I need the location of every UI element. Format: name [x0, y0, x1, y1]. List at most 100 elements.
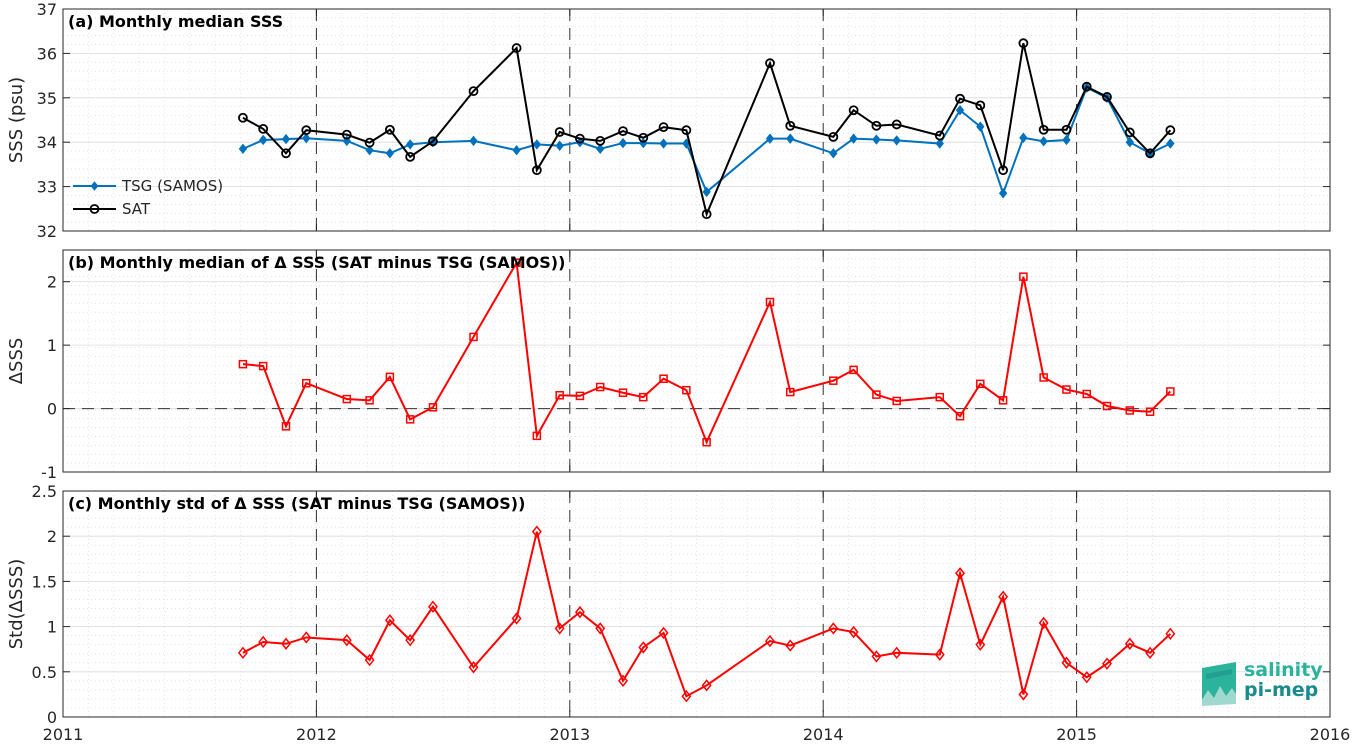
data-point [849, 365, 858, 375]
data-point [428, 403, 438, 412]
legend: TSG (SAMOS) SAT [73, 177, 223, 218]
data-point [935, 138, 944, 149]
logo-wave-icon [1202, 662, 1236, 706]
y-tick-label: 1 [47, 336, 57, 355]
data-point [1102, 401, 1112, 411]
data-point [405, 633, 416, 647]
x-tick-label: 2015 [1056, 725, 1097, 744]
data-point [1145, 407, 1155, 416]
data-point [701, 209, 712, 220]
data-point [281, 148, 291, 159]
data-point [1038, 616, 1049, 630]
data-point [872, 134, 881, 145]
x-tick-label: 2014 [803, 725, 844, 744]
data-point [531, 525, 542, 538]
data-point [786, 387, 795, 397]
data-point [341, 129, 352, 140]
data-point [1102, 92, 1112, 102]
data-point [702, 437, 711, 447]
data-point [955, 93, 965, 104]
data-point [364, 653, 375, 667]
logo-line-1: salinity [1244, 659, 1323, 681]
data-point [701, 679, 712, 692]
series-line [242, 42, 1172, 218]
data-point [848, 105, 859, 116]
data-point [258, 361, 268, 371]
data-point [892, 135, 901, 146]
data-point [618, 388, 628, 397]
series-delta-sss [238, 258, 1175, 447]
data-point [829, 376, 838, 385]
data-point [384, 124, 395, 135]
data-point [975, 100, 986, 111]
x-tick-label: 2013 [549, 725, 590, 744]
data-point [1166, 387, 1175, 396]
y-axis-label: Std(ΔSSS) [6, 559, 27, 650]
data-point [998, 590, 1009, 603]
data-point [1061, 656, 1072, 669]
data-point [618, 137, 628, 149]
data-point [1018, 38, 1029, 49]
data-point [595, 622, 606, 635]
data-point [258, 123, 269, 134]
y-tick-label: 37 [37, 0, 57, 19]
data-point [531, 165, 542, 176]
data-point [468, 661, 479, 674]
data-point [428, 600, 438, 613]
data-point [1038, 124, 1049, 135]
axes-box [62, 8, 1331, 232]
data-point [638, 641, 649, 654]
series-delta-sss [237, 525, 1176, 703]
data-point [1039, 373, 1048, 382]
series-line [242, 531, 1172, 698]
series-tsg-samos- [238, 82, 1175, 199]
data-point [935, 392, 945, 402]
data-point [281, 133, 291, 145]
y-tick-label: 33 [37, 178, 57, 197]
data-point [385, 148, 395, 159]
data-point [365, 144, 374, 156]
salinity-pi-mep-logo: salinity pi-mep [1196, 656, 1326, 708]
data-point [364, 137, 375, 148]
data-point [237, 646, 248, 660]
data-point [618, 126, 628, 137]
data-point [765, 297, 775, 307]
data-point [238, 143, 248, 155]
data-point [638, 132, 649, 143]
data-point [702, 186, 711, 198]
data-point [238, 112, 248, 123]
data-point [384, 614, 395, 627]
y-tick-label: 1 [47, 618, 57, 637]
data-point [1124, 127, 1135, 138]
data-point [639, 392, 648, 402]
data-point [596, 143, 605, 155]
data-point [595, 382, 605, 392]
data-point [258, 635, 269, 649]
data-point [891, 119, 902, 130]
data-point [301, 631, 312, 644]
data-point [828, 131, 839, 142]
data-point [511, 612, 522, 625]
x-tick-label: 2016 [1310, 725, 1351, 744]
y-tick-label: 1.5 [32, 572, 57, 591]
data-point [1062, 134, 1071, 146]
legend-marker [89, 204, 100, 214]
data-point [554, 127, 565, 137]
data-point [1019, 132, 1028, 143]
data-point [786, 133, 795, 144]
data-point [682, 385, 691, 395]
y-tick-label: -1 [41, 463, 57, 482]
legend-label: SAT [122, 200, 151, 218]
panel-title: (a) Monthly median SSS [68, 12, 283, 31]
data-point [1102, 657, 1112, 670]
y-tick-label: 34 [37, 133, 57, 152]
data-point [595, 135, 606, 146]
data-point [681, 690, 692, 703]
axes-box [62, 249, 1331, 473]
data-point [765, 58, 775, 69]
data-point [998, 165, 1009, 176]
minor-grid [62, 8, 1331, 232]
data-point [301, 125, 312, 136]
data-point [976, 121, 985, 132]
